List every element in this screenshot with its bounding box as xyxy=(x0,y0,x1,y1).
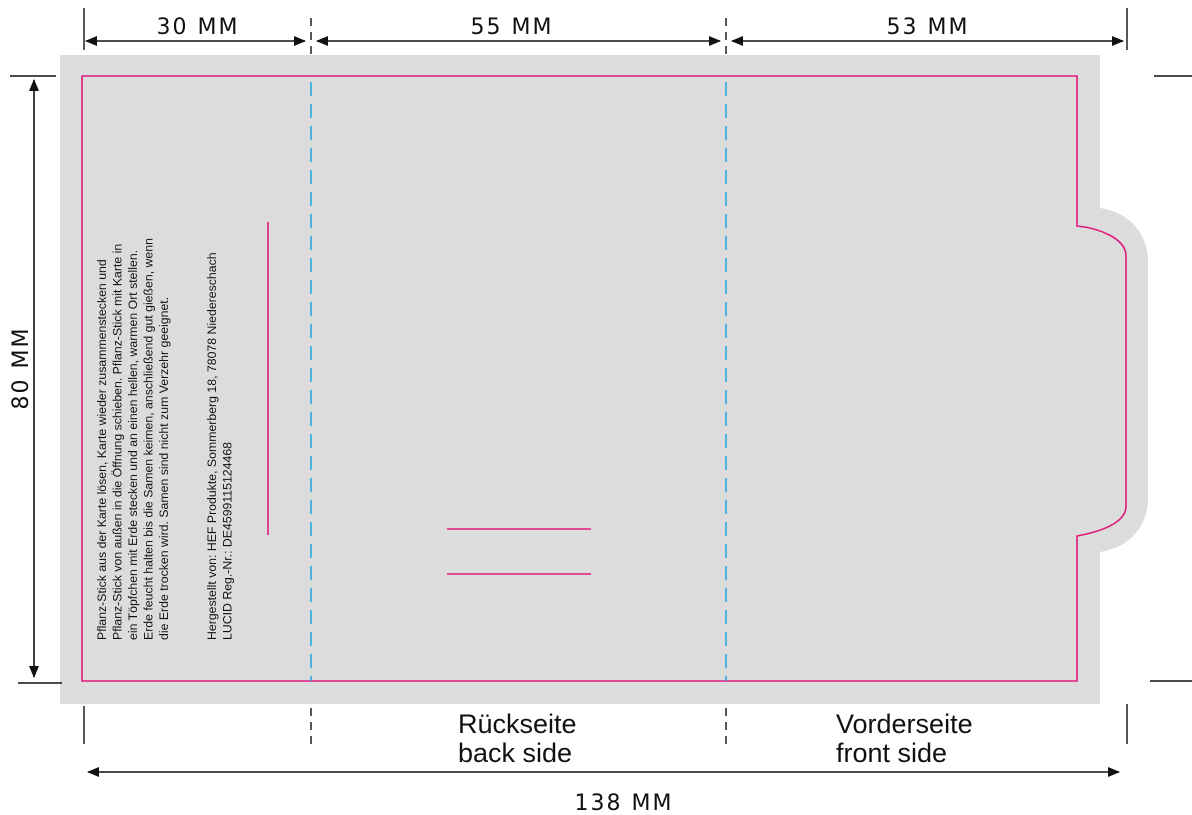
dim-label-30: 30 MM xyxy=(157,15,240,40)
instruction-line-2: Pflanz-Stick von außen in die Öffnung sc… xyxy=(111,244,125,640)
dim-label-53: 53 MM xyxy=(887,15,970,40)
cut-line xyxy=(81,75,1127,682)
instruction-line-5: die Erde trocken wird. Samen sind nicht … xyxy=(157,297,171,640)
dim-label-138: 138 MM xyxy=(575,791,674,815)
producer-line-2: LUCID Reg.-Nr.: DE4599115124468 xyxy=(221,442,235,640)
label-back-de: Rückseite xyxy=(458,709,577,739)
bleed-area xyxy=(60,55,1148,704)
label-front-en: front side xyxy=(836,738,947,768)
producer-line-1: Hergestellt von: HEF Produkte, Sommerber… xyxy=(205,252,219,640)
instruction-line-4: Erde feucht halten bis die Samen keimen,… xyxy=(142,238,156,640)
instruction-line-3: ein Töpfchen mit Erde stecken und an ein… xyxy=(126,250,140,640)
label-back-en: back side xyxy=(458,738,572,768)
card-text-block: Pflanz-Stick aus der Karte lösen, Karte … xyxy=(95,238,235,640)
label-front-de: Vorderseite xyxy=(836,709,973,739)
instruction-line-1: Pflanz-Stick aus der Karte lösen, Karte … xyxy=(95,259,109,640)
dim-label-80: 80 MM xyxy=(9,327,34,410)
dim-label-55: 55 MM xyxy=(471,15,554,40)
